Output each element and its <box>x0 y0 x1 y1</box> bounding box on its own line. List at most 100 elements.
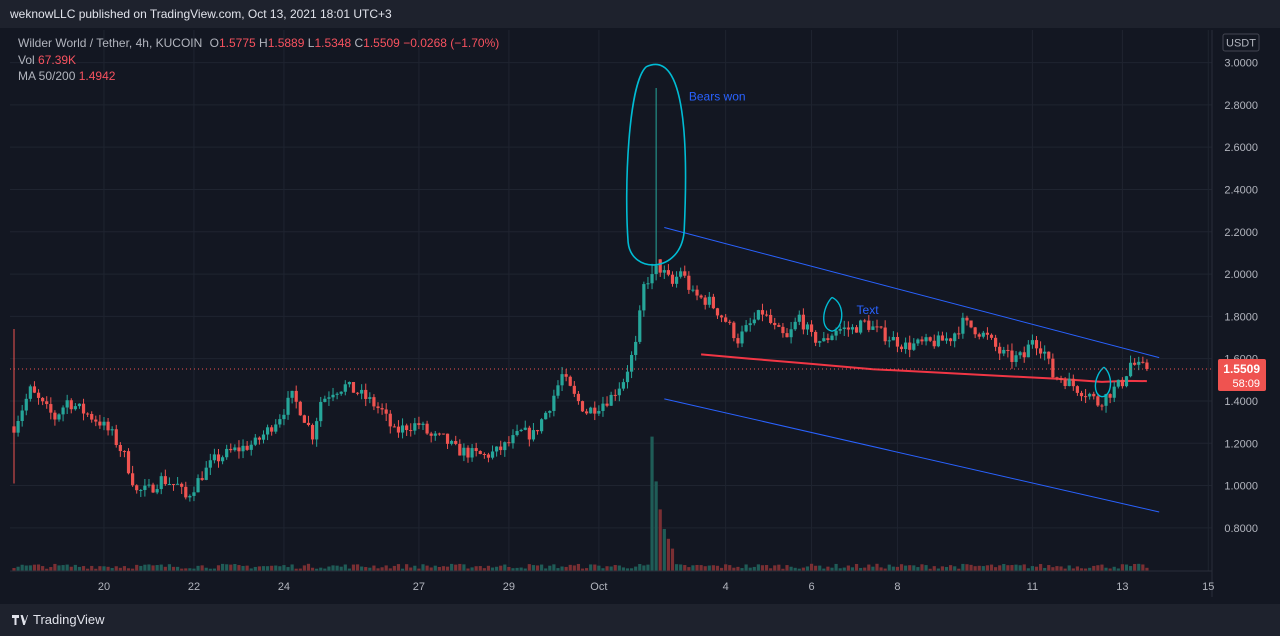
candle-body[interactable] <box>838 328 842 331</box>
candle-body[interactable] <box>495 446 499 452</box>
candle-body[interactable] <box>691 289 695 291</box>
mid-annotation-circle[interactable] <box>823 296 843 332</box>
candle-body[interactable] <box>973 327 977 335</box>
candle-body[interactable] <box>564 374 568 377</box>
candle-body[interactable] <box>916 339 920 344</box>
candle-body[interactable] <box>552 395 556 411</box>
candle-body[interactable] <box>69 400 73 410</box>
candle-body[interactable] <box>98 421 102 426</box>
candle-body[interactable] <box>503 442 507 451</box>
candle-body[interactable] <box>81 403 86 414</box>
candle-body[interactable] <box>707 296 711 305</box>
candle-body[interactable] <box>245 445 249 450</box>
candle-body[interactable] <box>1030 340 1035 345</box>
candle-body[interactable] <box>670 274 675 284</box>
candle-body[interactable] <box>384 409 388 414</box>
candle-body[interactable] <box>859 320 863 333</box>
candle-body[interactable] <box>220 457 225 462</box>
candle-body[interactable] <box>928 337 932 341</box>
candle-body[interactable] <box>413 423 417 431</box>
candle-body[interactable] <box>740 331 744 344</box>
candle-body[interactable] <box>421 423 425 425</box>
candle-body[interactable] <box>16 421 20 433</box>
candle-body[interactable] <box>711 296 715 309</box>
candle-body[interactable] <box>519 429 523 432</box>
candle-body[interactable] <box>1116 379 1120 387</box>
candle-body[interactable] <box>188 495 192 498</box>
candle-body[interactable] <box>135 485 139 491</box>
candle-body[interactable] <box>429 433 433 436</box>
candle-body[interactable] <box>163 476 167 485</box>
candle-body[interactable] <box>1067 378 1071 386</box>
candle-body[interactable] <box>49 404 53 413</box>
candle-body[interactable] <box>883 327 887 342</box>
candle-body[interactable] <box>695 289 699 296</box>
candle-body[interactable] <box>822 338 826 342</box>
legend-vol-label[interactable]: Vol <box>18 52 35 67</box>
candle-body[interactable] <box>77 403 82 407</box>
candle-body[interactable] <box>613 394 617 396</box>
candle-body[interactable] <box>961 317 965 334</box>
candle-body[interactable] <box>515 431 519 436</box>
candle-body[interactable] <box>237 447 241 452</box>
candle-body[interactable] <box>1120 379 1124 387</box>
candle-body[interactable] <box>634 341 638 355</box>
candle-body[interactable] <box>400 425 405 433</box>
candle-body[interactable] <box>57 414 61 420</box>
candle-body[interactable] <box>12 426 16 433</box>
candle-body[interactable] <box>609 394 613 406</box>
candle-body[interactable] <box>417 423 421 425</box>
candle-body[interactable] <box>347 382 351 385</box>
candle-body[interactable] <box>270 427 274 432</box>
tradingview-brand[interactable]: TradingView <box>12 612 105 627</box>
candle-body[interactable] <box>216 454 221 462</box>
candle-body[interactable] <box>1112 386 1116 398</box>
candle-body[interactable] <box>801 314 805 330</box>
candle-body[interactable] <box>511 435 515 444</box>
candle-body[interactable] <box>114 429 118 446</box>
candle-body[interactable] <box>507 442 511 444</box>
candle-body[interactable] <box>540 419 544 432</box>
candle-body[interactable] <box>764 314 769 316</box>
candle-body[interactable] <box>724 317 728 322</box>
candle-body[interactable] <box>282 414 286 420</box>
candle-body[interactable] <box>474 448 478 452</box>
candle-body[interactable] <box>932 340 936 347</box>
candle-body[interactable] <box>380 408 384 410</box>
candle-body[interactable] <box>769 314 773 323</box>
candle-body[interactable] <box>625 371 630 383</box>
candle-body[interactable] <box>638 310 642 342</box>
candle-body[interactable] <box>736 338 740 344</box>
candle-body[interactable] <box>241 445 245 452</box>
candle-body[interactable] <box>814 331 818 343</box>
candle-body[interactable] <box>310 425 315 440</box>
candle-body[interactable] <box>32 386 37 393</box>
candle-body[interactable] <box>249 444 253 450</box>
candle-body[interactable] <box>744 325 748 332</box>
candle-body[interactable] <box>196 478 200 493</box>
candle-body[interactable] <box>1051 358 1055 378</box>
candle-body[interactable] <box>184 486 188 498</box>
candle-body[interactable] <box>850 327 855 330</box>
candle-body[interactable] <box>936 335 940 347</box>
candle-body[interactable] <box>560 374 564 386</box>
candle-body[interactable] <box>294 390 298 402</box>
candle-body[interactable] <box>1059 378 1063 381</box>
candle-body[interactable] <box>756 310 760 320</box>
candle-body[interactable] <box>597 410 601 414</box>
candle-body[interactable] <box>580 401 585 412</box>
candle-body[interactable] <box>1133 362 1137 365</box>
candle-body[interactable] <box>940 335 945 341</box>
candle-body[interactable] <box>593 407 597 414</box>
candle-body[interactable] <box>490 451 495 458</box>
candle-body[interactable] <box>1079 392 1084 397</box>
candle-body[interactable] <box>544 412 548 420</box>
candle-body[interactable] <box>871 326 875 330</box>
candle-body[interactable] <box>261 434 266 440</box>
candle-body[interactable] <box>1002 349 1006 354</box>
candle-body[interactable] <box>151 484 155 493</box>
candle-body[interactable] <box>523 427 527 430</box>
candle-body[interactable] <box>1022 352 1026 358</box>
candle-body[interactable] <box>445 433 450 444</box>
candle-body[interactable] <box>102 421 106 426</box>
